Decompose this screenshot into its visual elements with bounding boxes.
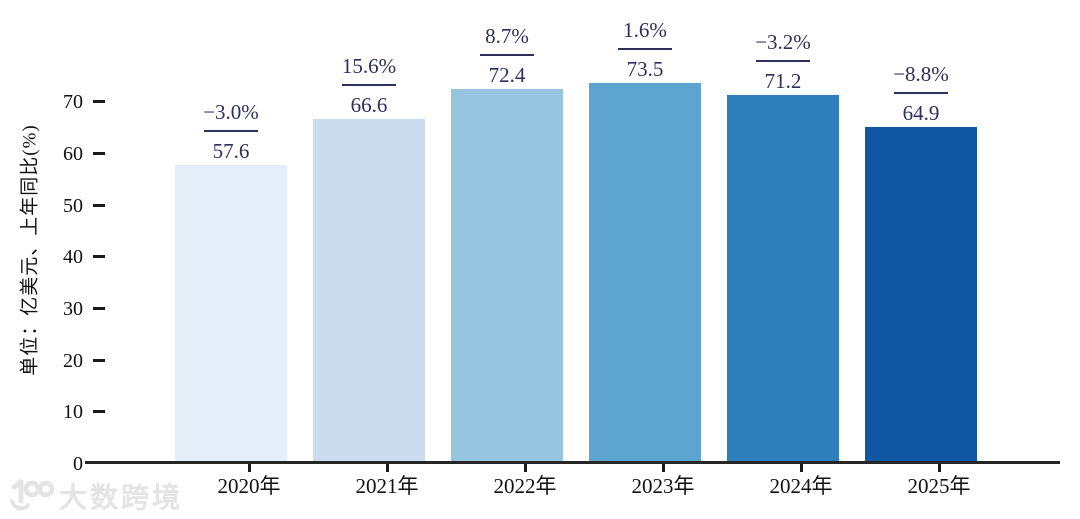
bar xyxy=(313,119,425,463)
y-tick xyxy=(93,307,105,310)
fraction-line xyxy=(342,84,396,86)
bar-growth-label: −3.2% xyxy=(755,30,811,54)
x-tick xyxy=(800,464,803,472)
bar-value-label: 64.9 xyxy=(902,101,940,125)
y-tick-label: 70 xyxy=(63,91,83,113)
fraction-line xyxy=(480,54,534,56)
bar-annotation: 8.7% 72.4 xyxy=(437,26,577,86)
x-tick-label: 2023年 xyxy=(631,474,695,498)
bar-annotation: −3.0% 57.6 xyxy=(161,102,301,162)
x-tick-label: 2021年 xyxy=(355,474,419,498)
y-tick-label: 30 xyxy=(63,298,83,320)
watermark: 大数跨境 xyxy=(8,476,183,516)
y-tick-label: 60 xyxy=(63,143,83,165)
bar-growth-label: −8.8% xyxy=(893,62,949,86)
y-tick xyxy=(93,152,105,155)
x-tick xyxy=(248,464,251,472)
x-tick-label: 2022年 xyxy=(493,474,557,498)
x-tick xyxy=(938,464,941,472)
x-tick-label: 2024年 xyxy=(769,474,833,498)
y-tick-label: 0 xyxy=(73,453,83,475)
bar-value-label: 66.6 xyxy=(350,93,388,117)
bar-value-label: 73.5 xyxy=(626,57,664,81)
fraction-line xyxy=(756,60,810,62)
y-tick-label: 20 xyxy=(63,350,83,372)
y-tick xyxy=(93,100,105,103)
bar-growth-label: 15.6% xyxy=(341,54,397,78)
bar xyxy=(589,83,701,463)
bar-value-label: 57.6 xyxy=(212,139,250,163)
bar-value-label: 71.2 xyxy=(764,69,802,93)
y-tick-label: 40 xyxy=(63,246,83,268)
bar xyxy=(175,165,287,463)
watermark-logo-icon xyxy=(10,479,54,511)
bar-growth-label: 8.7% xyxy=(485,24,529,48)
bar xyxy=(727,95,839,463)
x-tick-label: 2025年 xyxy=(907,474,971,498)
bar-growth-label: −3.0% xyxy=(203,100,259,124)
x-tick xyxy=(386,464,389,472)
fraction-line xyxy=(618,48,672,50)
x-tick xyxy=(662,464,665,472)
fraction-line xyxy=(894,92,948,94)
fraction-line xyxy=(204,130,258,132)
x-axis-line xyxy=(85,461,1060,464)
bar-growth-label: 1.6% xyxy=(623,18,667,42)
x-tick xyxy=(524,464,527,472)
watermark-text: 大数跨境 xyxy=(59,482,184,513)
y-tick-label: 10 xyxy=(63,401,83,423)
y-tick-label: 50 xyxy=(63,195,83,217)
y-tick xyxy=(93,410,105,413)
bar xyxy=(865,127,977,463)
bar-value-label: 72.4 xyxy=(488,63,526,87)
bar-annotation: −3.2% 71.2 xyxy=(713,32,853,92)
x-tick-label: 2020年 xyxy=(217,474,281,498)
bar-annotation: 1.6% 73.5 xyxy=(575,20,715,80)
y-tick xyxy=(93,204,105,207)
y-tick xyxy=(93,255,105,258)
bar-annotation: −8.8% 64.9 xyxy=(851,64,991,124)
y-tick xyxy=(93,359,105,362)
bar xyxy=(451,89,563,463)
bar-annotation: 15.6% 66.6 xyxy=(299,56,439,116)
